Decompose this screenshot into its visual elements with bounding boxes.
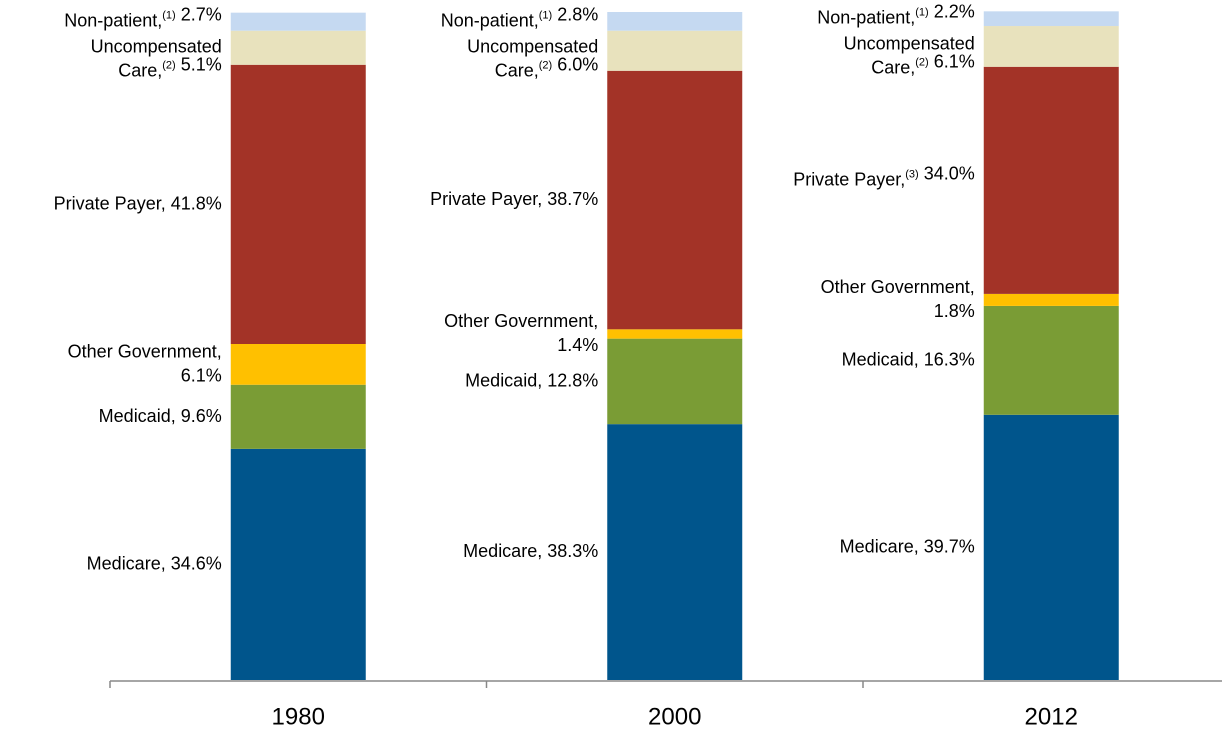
bar-segment — [983, 66, 1119, 294]
data-label: Medicaid, 12.8% — [465, 370, 598, 390]
data-label: Private Payer, 41.8% — [54, 193, 222, 213]
data-label: Uncompensated Care,(2) 6.0% — [467, 36, 598, 80]
bar-segment — [607, 329, 743, 339]
bar-segment — [983, 11, 1119, 27]
bar-segment — [230, 64, 366, 344]
data-label: Non-patient,(1) 2.8% — [441, 4, 599, 30]
bar-segment — [607, 338, 743, 425]
bar-segment — [607, 70, 743, 330]
bar-segment — [983, 26, 1119, 67]
x-tick-label: 2000 — [648, 703, 701, 730]
bar-segment — [607, 30, 743, 71]
bar-segment — [230, 384, 366, 449]
data-label: Other Government, 6.1% — [68, 341, 222, 385]
data-label: Medicaid, 9.6% — [99, 406, 222, 426]
bar-segment — [230, 30, 366, 65]
data-label: Non-patient,(1) 2.7% — [64, 4, 222, 30]
bar-segment — [607, 424, 743, 680]
data-label: Medicaid, 16.3% — [842, 349, 975, 369]
data-label: Uncompensated Care,(2) 5.1% — [91, 36, 222, 80]
data-label: Private Payer, 38.7% — [430, 189, 598, 209]
bar-segment — [230, 343, 366, 385]
data-label: Medicare, 38.3% — [463, 541, 598, 561]
data-label: Non-patient,(1) 2.2% — [817, 1, 975, 27]
bar-segment — [230, 448, 366, 680]
data-label: Medicare, 39.7% — [840, 536, 975, 556]
data-label: Uncompensated Care,(2) 6.1% — [844, 33, 975, 77]
bar-segment — [983, 414, 1119, 680]
bar-segment — [983, 305, 1119, 415]
bar-segment — [607, 12, 743, 31]
x-tick-label: 2012 — [1025, 703, 1078, 730]
data-label: Medicare, 34.6% — [87, 553, 222, 573]
data-label: Private Payer,(3) 34.0% — [793, 163, 975, 189]
data-label: Other Government, 1.4% — [444, 311, 598, 355]
x-tick-label: 1980 — [272, 703, 325, 730]
bar-segment — [230, 12, 366, 31]
bar-segment — [983, 293, 1119, 306]
data-label: Other Government, 1.8% — [821, 277, 975, 321]
